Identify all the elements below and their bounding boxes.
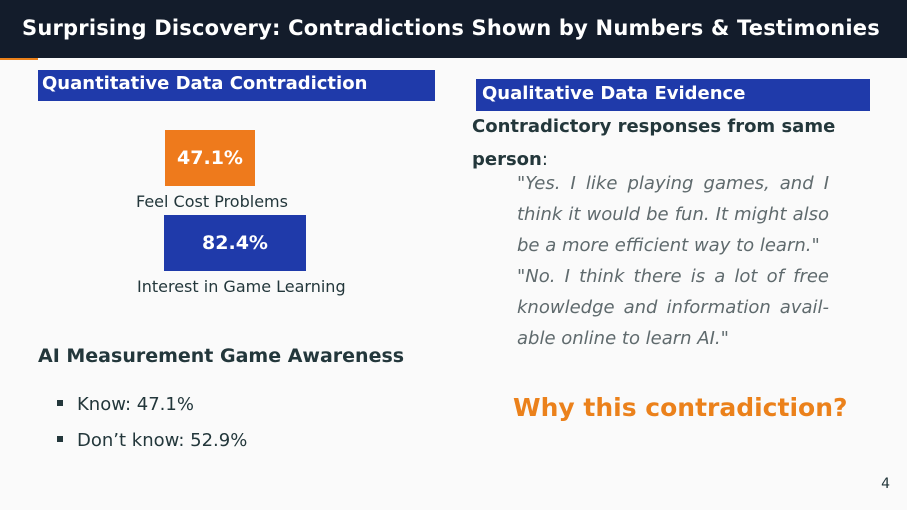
game-learning-label: Interest in Game Learning [137, 277, 346, 296]
awareness-heading: AI Measurement Game Awareness [38, 345, 405, 367]
awareness-item-text: Don’t know: 52.9% [77, 430, 248, 451]
qualitative-intro-bold: Contradictory responses from same person [472, 116, 836, 170]
cost-problems-bar: 47.1% [165, 130, 255, 186]
awareness-item-know: Know: 47.1% [57, 394, 194, 415]
game-learning-bar: 82.4% [164, 215, 306, 271]
title-accent-line [0, 58, 38, 60]
slide-title-bar: Surprising Discovery: Contradictions Sho… [0, 0, 907, 58]
page-number: 4 [881, 476, 890, 492]
qualitative-intro: Contradictory responses from same person… [472, 110, 842, 176]
quote-yes: "Yes. I like playing games, and I think … [517, 173, 829, 256]
quantitative-block-title: Quantitative Data Contradiction [38, 70, 435, 101]
qualitative-block-title: Qualitative Data Evidence [476, 79, 870, 111]
awareness-item-text: Know: 47.1% [77, 394, 194, 415]
awareness-item-dont-know: Don’t know: 52.9% [57, 430, 247, 451]
contradiction-question: Why this contradiction? [513, 393, 848, 422]
cost-problems-label: Feel Cost Problems [136, 192, 288, 211]
bullet-square-icon [57, 400, 63, 406]
quote-no: "No. I think there is a lot of free know… [517, 266, 829, 349]
slide-title: Surprising Discovery: Contradictions Sho… [22, 16, 880, 40]
qualitative-intro-colon: : [541, 149, 548, 170]
bullet-square-icon [57, 436, 63, 442]
